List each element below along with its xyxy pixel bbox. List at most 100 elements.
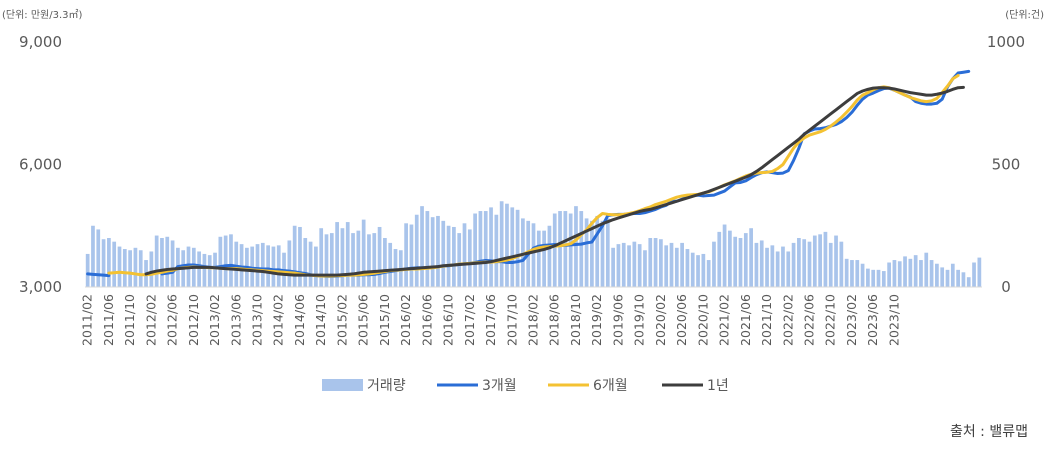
volume-bar — [664, 245, 669, 287]
volume-bar — [961, 272, 966, 287]
volume-bar — [754, 242, 759, 287]
volume-bar — [759, 240, 764, 287]
volume-bar — [791, 242, 796, 287]
volume-bar — [547, 225, 552, 287]
volume-bar — [361, 219, 366, 288]
x-tick-label: 2012/06 — [165, 294, 180, 346]
x-tick-label: 2013/02 — [207, 294, 222, 346]
volume-bar — [149, 251, 154, 287]
volume-bar — [903, 256, 907, 288]
x-tick-label: 2013/10 — [250, 294, 265, 346]
x-tick-label: 2016/06 — [419, 294, 434, 346]
volume-bar — [457, 233, 462, 287]
left-axis-unit: (단위: 만원/3.3㎡) — [2, 8, 83, 21]
volume-bar — [828, 242, 833, 287]
volume-bar — [430, 217, 435, 287]
volume-bar — [855, 260, 860, 287]
x-tick-label: 2014/02 — [271, 294, 286, 346]
right-tick-label: 500 — [992, 156, 1021, 174]
right-tick-label: 1000 — [987, 33, 1025, 51]
x-tick-label: 2020/02 — [653, 294, 668, 346]
volume-bar — [420, 206, 424, 287]
volume-bar — [536, 230, 541, 287]
volume-bar — [112, 241, 117, 287]
volume-bar — [818, 234, 822, 287]
volume-bar — [701, 253, 706, 287]
volume-bar — [542, 230, 546, 287]
volume-bar — [101, 239, 106, 287]
x-tick-label: 2012/10 — [186, 294, 201, 346]
legend: 거래량 3개월 6개월 1년 — [322, 378, 729, 394]
volume-bar — [213, 252, 217, 287]
volume-bar — [579, 211, 584, 287]
volume-bar — [717, 231, 722, 288]
volume-bar — [669, 242, 674, 287]
volume-bar — [452, 226, 456, 287]
x-tick-label: 2011/06 — [101, 294, 116, 346]
volume-bar — [229, 234, 233, 287]
volume-bar — [765, 247, 769, 287]
left-tick-label: 6,000 — [19, 156, 62, 174]
volume-bar — [367, 234, 371, 287]
volume-bar — [643, 250, 647, 287]
volume-bar — [850, 260, 854, 287]
volume-bar — [446, 225, 451, 287]
volume-bar — [356, 230, 361, 287]
x-tick-label: 2015/10 — [377, 294, 392, 346]
series-line-1년 — [144, 85, 965, 277]
volume-bar — [133, 247, 138, 287]
right-tick-label: 0 — [1001, 278, 1011, 296]
volume-bar — [107, 238, 111, 287]
volume-bar — [844, 258, 849, 287]
volume-bar — [314, 246, 318, 287]
x-tick-label: 2016/10 — [441, 294, 456, 346]
volume-bar — [441, 220, 446, 287]
volume-bar — [722, 224, 727, 287]
volume-bar — [897, 261, 902, 287]
volume-bar — [462, 223, 467, 287]
volume-bars — [85, 201, 982, 288]
x-tick-label: 2012/02 — [143, 294, 158, 346]
legend-label: 1년 — [707, 378, 729, 394]
x-tick-label: 2023/06 — [865, 294, 880, 346]
volume-bar — [590, 220, 594, 287]
volume-bar — [287, 240, 292, 287]
volume-bar — [117, 246, 122, 287]
volume-bar — [494, 214, 499, 287]
volume-bar — [860, 263, 865, 287]
volume-bar — [950, 263, 955, 287]
volume-bar — [505, 203, 509, 287]
volume-bar — [91, 225, 95, 287]
volume-bar — [680, 242, 684, 287]
volume-bar — [414, 214, 419, 287]
volume-bar — [966, 277, 971, 287]
legend-label: 거래량 — [367, 378, 406, 394]
volume-bar — [632, 241, 637, 287]
volume-bar — [887, 262, 891, 287]
volume-bar — [128, 250, 132, 287]
volume-bar — [308, 241, 313, 287]
volume-bar — [940, 267, 945, 287]
x-tick-label: 2017/06 — [483, 294, 498, 346]
volume-bar — [637, 244, 642, 288]
volume-bar — [781, 246, 785, 287]
volume-bar — [531, 223, 536, 287]
volume-bar — [621, 242, 626, 287]
volume-bar — [871, 269, 876, 287]
x-tick-label: 2014/10 — [313, 294, 328, 346]
volume-bar — [271, 246, 276, 287]
volume-bar — [122, 249, 127, 287]
x-tick-label: 2020/06 — [674, 294, 689, 346]
volume-bar — [383, 238, 387, 287]
x-tick-label: 2018/06 — [547, 294, 562, 346]
x-tick-label: 2015/02 — [334, 294, 349, 346]
volume-bar — [924, 252, 929, 287]
volume-bar — [197, 251, 201, 287]
volume-bar — [913, 255, 918, 287]
volume-bar — [802, 239, 807, 287]
x-tick-label: 2023/10 — [886, 294, 901, 346]
volume-bar — [770, 245, 775, 287]
volume-bar — [96, 229, 101, 287]
volume-bar — [303, 238, 308, 287]
